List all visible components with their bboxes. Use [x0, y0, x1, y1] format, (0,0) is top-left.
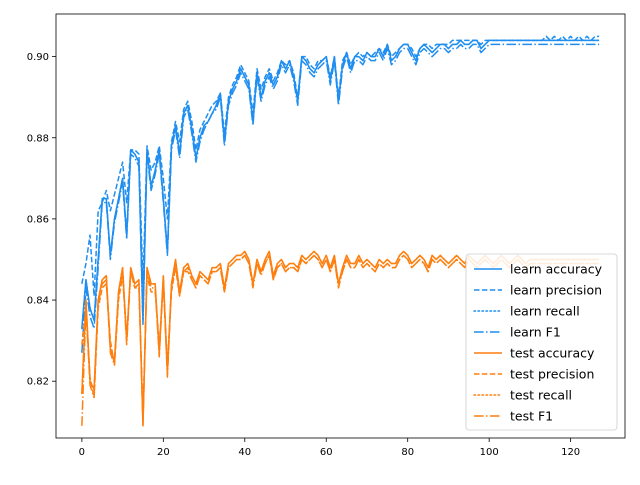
plot-frame: [55, 13, 626, 439]
x-tick-label: 60: [320, 447, 333, 458]
x-tick-label: 0: [79, 447, 85, 458]
legend-label: learn recall: [510, 304, 580, 319]
y-tick-label: 0.84: [27, 296, 49, 307]
y-tick-label: 0.90: [27, 52, 49, 63]
legend-label: test accuracy: [510, 346, 595, 361]
legend-label: learn accuracy: [510, 262, 603, 277]
x-tick-label: 120: [561, 447, 580, 458]
legend: learn accuracy learn precision learn recal…: [465, 253, 618, 431]
legend-label: test precision: [510, 367, 594, 382]
series-line-learn-f1: [81, 43, 600, 353]
y-tick-label: 0.82: [27, 377, 49, 388]
legend-box: [465, 253, 618, 431]
legend-label: test F1: [510, 409, 553, 424]
x-tick-label: 80: [401, 447, 414, 458]
y-axis: 0.82 0.84 0.86 0.88 0.90: [27, 52, 56, 388]
legend-label: learn precision: [510, 283, 602, 298]
y-tick-label: 0.88: [27, 133, 49, 144]
x-axis: 0 20 40 60 80 100 120: [79, 438, 580, 458]
x-tick-label: 100: [480, 447, 499, 458]
y-tick-label: 0.86: [27, 214, 49, 225]
x-tick-label: 20: [157, 447, 170, 458]
series-line-test-f1: [81, 254, 600, 426]
legend-label: test recall: [510, 388, 572, 403]
x-tick-label: 40: [238, 447, 251, 458]
legend-label: learn F1: [510, 325, 561, 340]
